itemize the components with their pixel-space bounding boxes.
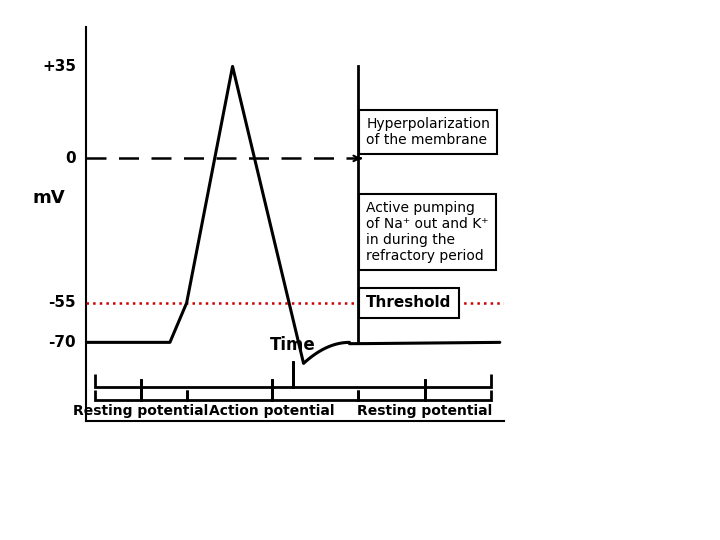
Text: Threshold: Threshold [366,295,451,310]
Text: mV: mV [32,189,65,207]
Text: Resting potential: Resting potential [73,404,208,418]
Text: Hyperpolarization
of the membrane: Hyperpolarization of the membrane [366,117,490,147]
Text: +35: +35 [42,59,76,74]
Text: Action potential: Action potential [210,404,335,418]
Text: Resting potential: Resting potential [357,404,492,418]
Text: 0: 0 [66,151,76,166]
Text: Active pumping
of Na⁺ out and K⁺
in during the
refractory period: Active pumping of Na⁺ out and K⁺ in duri… [366,201,489,264]
Text: Time: Time [270,336,316,354]
Text: -55: -55 [48,295,76,310]
Text: -70: -70 [48,335,76,350]
